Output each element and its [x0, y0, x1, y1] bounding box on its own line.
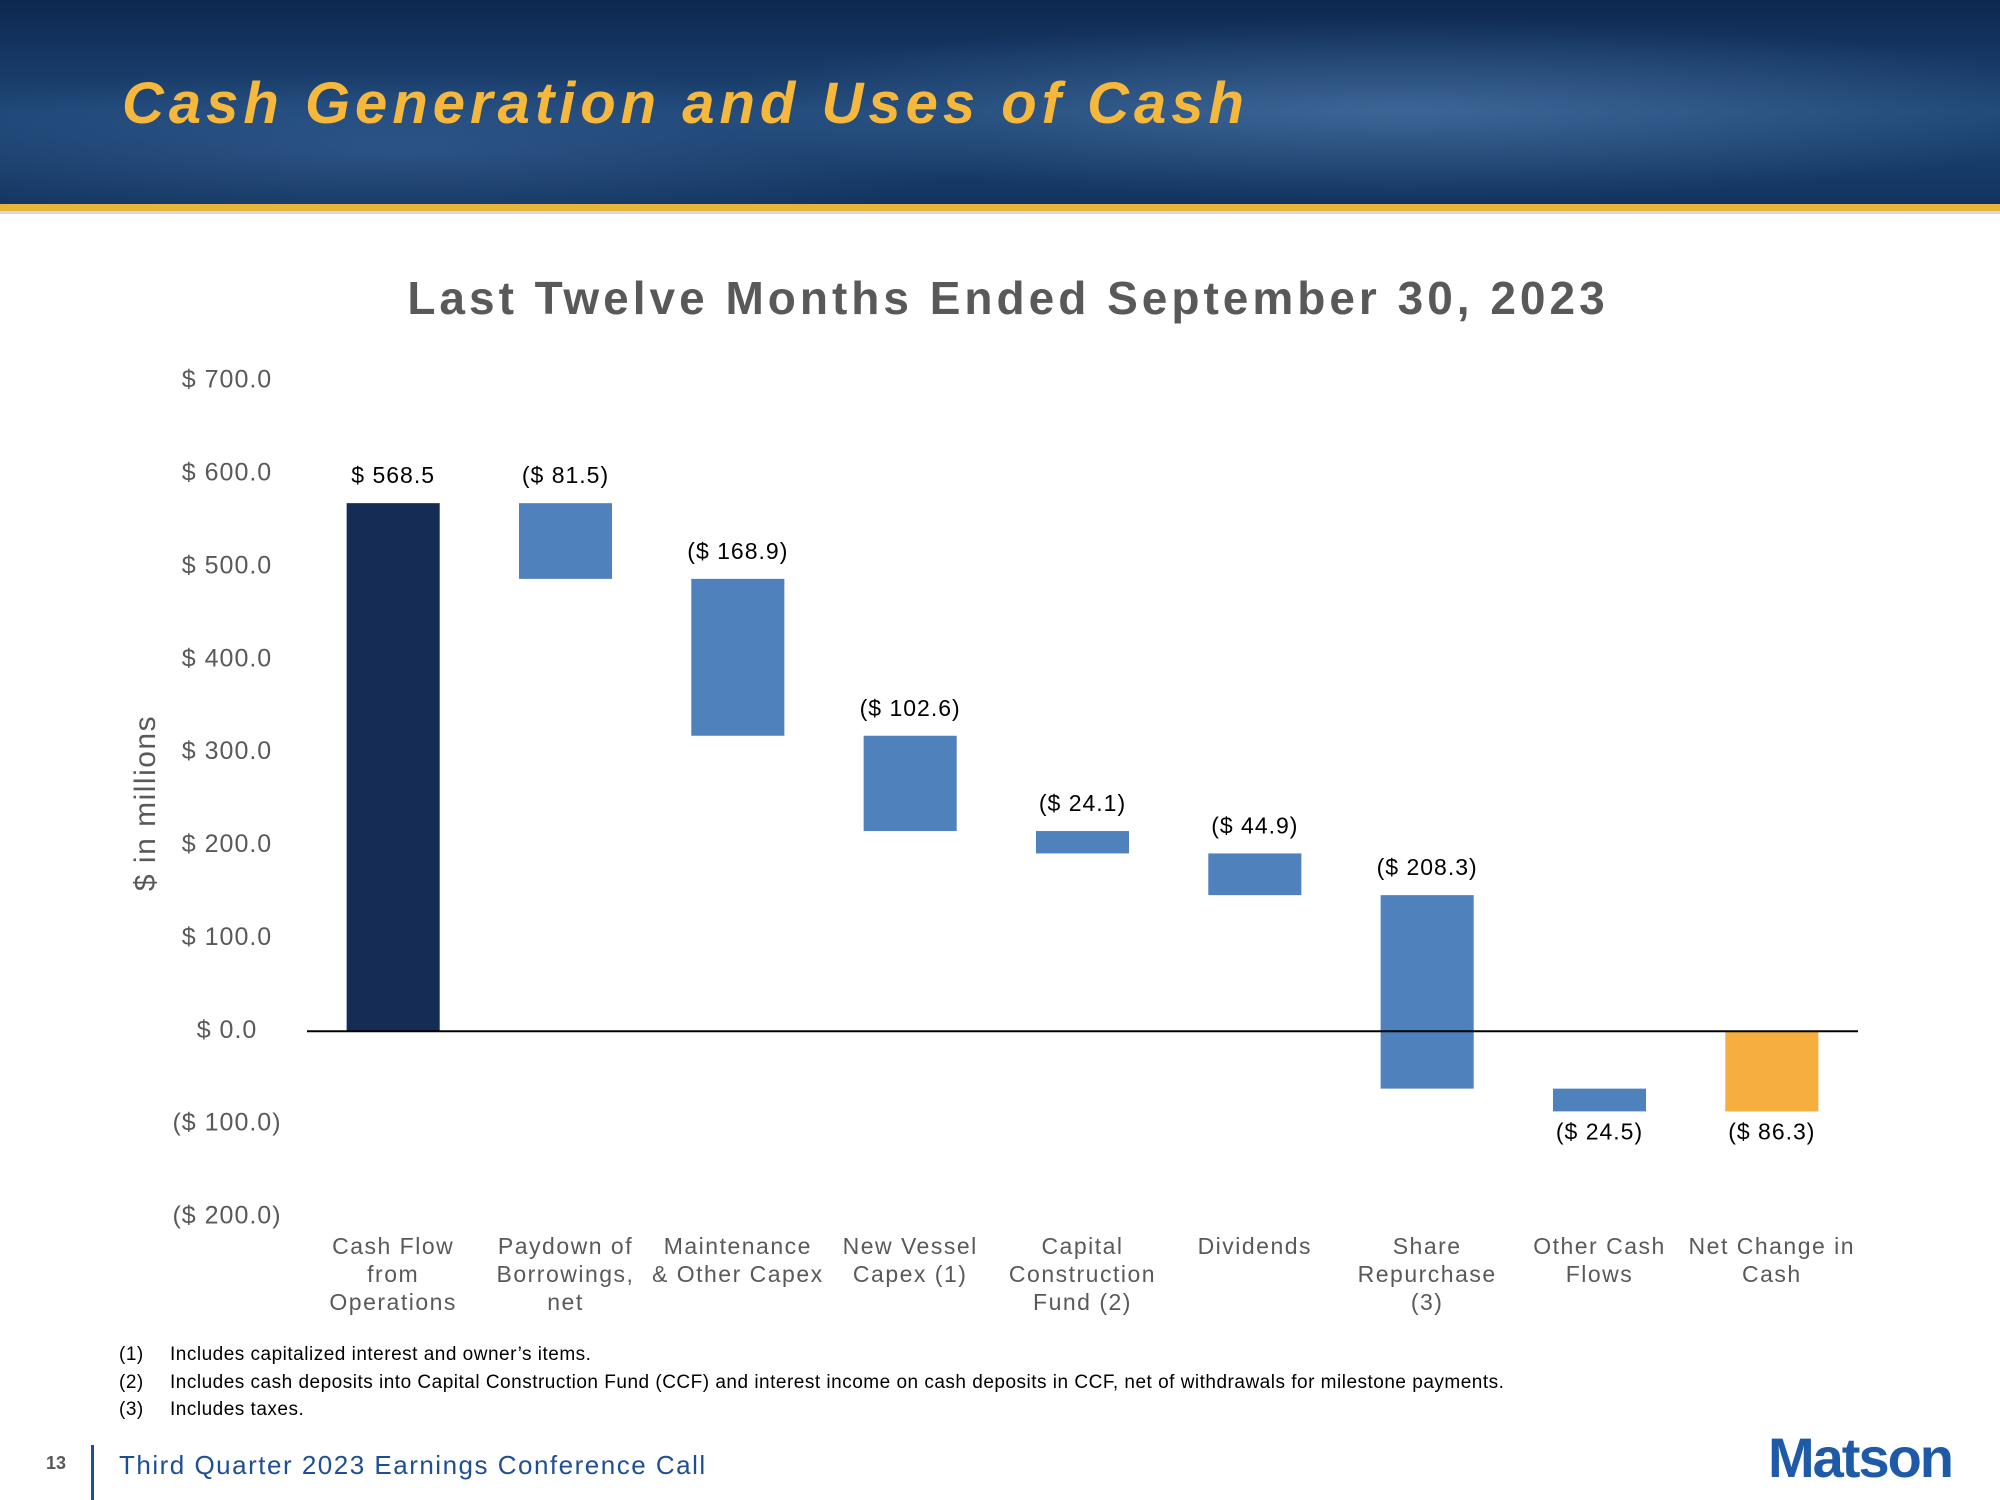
y-tick-label: $ 400.0 — [182, 644, 272, 672]
page-number: 13 — [46, 1453, 67, 1473]
footnote-text: Includes cash deposits into Capital Cons… — [170, 1371, 1505, 1393]
bar — [691, 578, 785, 736]
bar — [346, 503, 440, 1032]
header-shadow — [0, 211, 2000, 214]
value-label: ($ 102.6) — [860, 695, 961, 721]
value-label: ($ 86.3) — [1728, 1118, 1815, 1144]
x-tick-label: Share Repurchase (3) — [1357, 1233, 1497, 1315]
chart-title: Last Twelve Months Ended September 30, 2… — [407, 272, 1608, 324]
y-tick-label: $ 300.0 — [182, 737, 272, 765]
value-label: ($ 168.9) — [687, 538, 788, 564]
footnote-marker: (1) — [119, 1344, 144, 1365]
value-label: ($ 44.9) — [1211, 813, 1298, 839]
value-label: ($ 24.1) — [1039, 790, 1126, 816]
x-tick-label: Paydown of Borrowings, net — [496, 1233, 635, 1315]
bar — [1035, 831, 1130, 854]
logo: Matson — [1768, 1426, 1954, 1489]
y-tick-label: $ 0.0 — [197, 1016, 258, 1044]
y-tick-label: $ 700.0 — [182, 366, 272, 394]
bar — [1552, 1088, 1647, 1112]
value-label: ($ 208.3) — [1377, 854, 1478, 880]
value-label: ($ 24.5) — [1556, 1118, 1643, 1144]
footer-divider — [91, 1445, 94, 1500]
x-tick-label: Cash Flow from Operations — [329, 1233, 457, 1315]
x-tick-label: Other Cash Flows — [1533, 1233, 1666, 1287]
header-rule — [0, 204, 2000, 211]
y-tick-label: ($ 200.0) — [172, 1202, 281, 1230]
y-tick-label: $ 500.0 — [182, 551, 272, 579]
value-label: $ 568.5 — [351, 462, 435, 488]
bar — [863, 735, 957, 832]
value-label: ($ 81.5) — [522, 462, 609, 488]
bar — [1380, 895, 1474, 1089]
x-tick-label: Capital Construction Fund (2) — [1008, 1233, 1157, 1315]
x-tick-label: Net Change in Cash — [1688, 1233, 1856, 1287]
y-tick-label: $ 200.0 — [182, 830, 272, 858]
footer-text: Third Quarter 2023 Earnings Conference C… — [119, 1450, 707, 1480]
slide-title: Cash Generation and Uses of Cash — [122, 71, 1249, 136]
bar — [518, 503, 613, 579]
y-axis-label: $ in millions — [129, 715, 162, 891]
bar — [1725, 1031, 1819, 1112]
x-tick-label: Maintenance & Other Capex — [652, 1233, 824, 1287]
x-tick-label: New Vessel Capex (1) — [842, 1233, 978, 1287]
y-tick-label: $ 100.0 — [182, 923, 272, 951]
footnote-text: Includes taxes. — [170, 1399, 305, 1420]
footnote-marker: (2) — [119, 1371, 144, 1393]
header-band — [0, 0, 2000, 204]
footnote-text: Includes capitalized interest and owner’… — [170, 1344, 592, 1365]
y-tick-label: $ 600.0 — [182, 458, 272, 486]
bar — [1208, 853, 1302, 896]
y-tick-label: ($ 100.0) — [172, 1109, 281, 1137]
x-tick-label: Dividends — [1197, 1233, 1313, 1259]
footnote-marker: (3) — [119, 1399, 144, 1420]
